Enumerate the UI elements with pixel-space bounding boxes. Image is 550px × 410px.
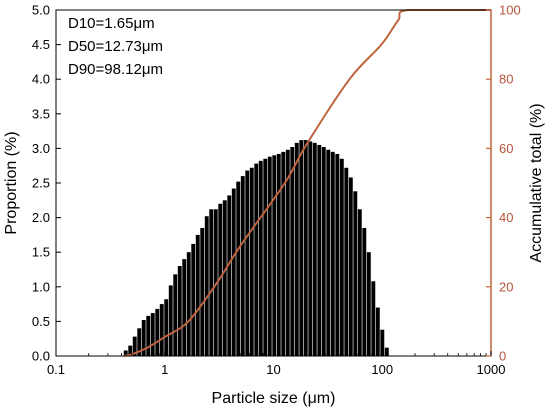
bar-29 (254, 163, 259, 356)
x-tick-label-4: 1000 (477, 362, 506, 377)
bar-51 (353, 191, 358, 356)
bar-38 (294, 142, 299, 356)
bar-1 (128, 345, 133, 356)
y2-axis-ticks: 0 20 40 60 80 100 (486, 3, 521, 364)
y-tick-label-8: 4.0 (32, 72, 50, 87)
y-tick-label-10: 5.0 (32, 3, 50, 18)
y2-tick-label-1: 20 (499, 279, 513, 294)
bar-11 (173, 274, 178, 356)
histogram-bars (123, 140, 389, 356)
y-tick-label-4: 2.0 (32, 210, 50, 225)
bar-9 (164, 299, 169, 356)
x-tick-label-3: 100 (371, 362, 393, 377)
bar-36 (285, 149, 290, 356)
bar-8 (159, 304, 164, 356)
cumulative-curve (123, 8, 491, 357)
bar-27 (245, 170, 250, 356)
bar-47 (335, 153, 340, 356)
bar-48 (339, 158, 344, 356)
bar-7 (155, 308, 160, 356)
x-tick-label-2: 10 (266, 362, 280, 377)
bar-41 (308, 141, 313, 356)
bar-10 (168, 285, 173, 356)
bar-26 (240, 176, 245, 356)
bar-44 (321, 147, 326, 356)
bar-45 (326, 149, 331, 356)
bar-57 (380, 329, 385, 356)
bar-56 (375, 307, 380, 356)
bar-33 (272, 155, 277, 356)
bar-16 (195, 234, 200, 356)
y2-tick-label-4: 80 (499, 72, 513, 87)
bar-13 (182, 259, 187, 356)
y-tick-label-7: 3.5 (32, 106, 50, 121)
bar-18 (204, 216, 209, 356)
bar-20 (213, 209, 218, 356)
y-tick-label-5: 2.5 (32, 176, 50, 191)
bar-40 (303, 140, 308, 356)
bar-17 (200, 227, 205, 356)
bar-6 (150, 313, 155, 356)
annotation-d10: D10=1.65μm (68, 15, 155, 32)
bar-32 (267, 156, 272, 356)
y2-tick-label-3: 60 (499, 141, 513, 156)
y-tick-label-6: 3.0 (32, 141, 50, 156)
bar-22 (222, 200, 227, 356)
bar-31 (263, 158, 268, 356)
bar-39 (299, 140, 304, 356)
bar-35 (281, 151, 286, 356)
y2-axis-title: Accumulative total (%) (528, 103, 545, 262)
bar-14 (186, 252, 191, 356)
bar-34 (276, 153, 281, 356)
bar-50 (348, 177, 353, 356)
y-axis-title: Proportion (%) (3, 131, 20, 234)
bar-15 (191, 243, 196, 356)
bar-3 (137, 328, 142, 356)
bar-12 (177, 266, 182, 356)
bar-21 (218, 203, 223, 356)
y-tick-label-2: 1.0 (32, 279, 50, 294)
y-axis-ticks: 0.0 0.5 1.0 1.5 2.0 2.5 3.0 3.5 4.0 4.5 5.0 (32, 3, 61, 364)
x-tick-label-0: 0.1 (47, 362, 65, 377)
y2-tick-label-5: 100 (499, 3, 521, 18)
bar-23 (227, 195, 232, 356)
bar-42 (312, 142, 317, 356)
bar-58 (384, 347, 389, 356)
bar-28 (249, 167, 254, 356)
bar-52 (357, 209, 362, 356)
y-tick-label-3: 1.5 (32, 245, 50, 260)
bar-2 (132, 336, 137, 356)
bar-25 (236, 181, 241, 356)
bar-53 (362, 227, 367, 356)
bar-30 (258, 160, 263, 356)
x-axis-title: Particle size (μm) (212, 390, 336, 407)
bar-19 (209, 209, 214, 356)
bar-0 (123, 350, 128, 356)
y-tick-label-1: 0.5 (32, 314, 50, 329)
bar-49 (344, 167, 349, 356)
y2-tick-label-0: 0 (499, 349, 506, 364)
y2-tick-label-2: 40 (499, 210, 513, 225)
annotation-d90: D90=98.12μm (68, 61, 163, 78)
x-tick-label-1: 1 (161, 362, 168, 377)
bar-54 (366, 252, 371, 356)
annotation-d50: D50=12.73μm (68, 38, 163, 55)
bar-24 (231, 188, 236, 356)
bar-43 (317, 144, 322, 356)
y-tick-label-0: 0.0 (32, 349, 50, 364)
bar-37 (290, 147, 295, 356)
y-tick-label-9: 4.5 (32, 37, 50, 52)
bar-5 (146, 315, 151, 356)
bar-4 (141, 320, 146, 356)
bar-55 (371, 281, 376, 356)
bar-46 (330, 151, 335, 356)
x-axis-ticks: 0.1 1 10 100 1000 (47, 351, 506, 377)
